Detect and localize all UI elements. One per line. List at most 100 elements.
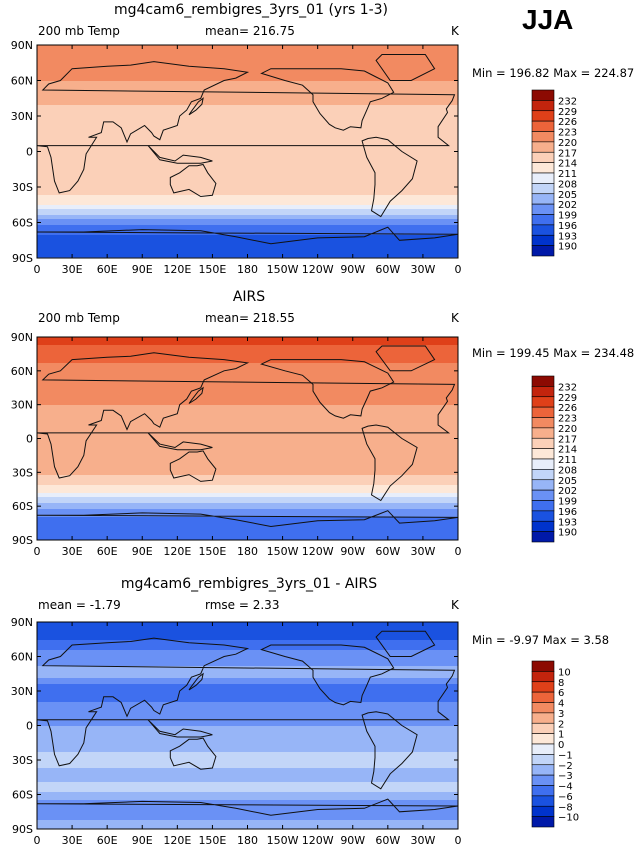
panel-3-mean: mean = -1.79 — [38, 598, 121, 612]
x-tick-label: 90W — [340, 834, 365, 847]
heat-band — [37, 207, 458, 210]
heat-band — [37, 816, 458, 819]
heat-band — [37, 814, 458, 817]
heat-band — [37, 738, 458, 741]
heat-band — [37, 634, 458, 637]
heat-band — [37, 183, 458, 186]
heat-band — [37, 473, 458, 476]
heat-band — [37, 818, 458, 821]
heat-band — [37, 778, 458, 781]
heat-band — [37, 662, 458, 665]
coastline — [260, 68, 395, 131]
heat-band — [37, 445, 458, 448]
heat-band — [37, 151, 458, 154]
coastline — [37, 226, 458, 245]
heat-band — [37, 682, 458, 685]
colorbar-label: 6 — [558, 688, 564, 699]
colorbar-label: 199 — [558, 211, 577, 222]
heat-band — [37, 656, 458, 659]
heat-band — [37, 189, 458, 192]
heat-band — [37, 51, 458, 54]
heat-band — [37, 79, 458, 82]
heat-band — [37, 417, 458, 420]
heat-band — [37, 73, 458, 76]
heat-band — [37, 485, 458, 488]
colorbar-label: 214 — [558, 445, 577, 456]
heat-band — [37, 391, 458, 394]
heat-band — [37, 153, 458, 156]
colorbar-box — [531, 531, 555, 543]
heat-band — [37, 718, 458, 721]
heat-band — [37, 155, 458, 158]
heat-band — [37, 531, 458, 534]
heat-band — [37, 678, 458, 681]
coastline — [37, 352, 456, 479]
heat-band — [37, 179, 458, 182]
heat-band — [37, 235, 458, 238]
heat-band — [37, 762, 458, 765]
heat-band — [37, 780, 458, 783]
heat-band — [37, 441, 458, 444]
colorbar-box — [531, 805, 555, 817]
heat-band — [37, 477, 458, 480]
colorbar-box — [531, 234, 555, 246]
y-tick-label: 60N — [11, 651, 33, 664]
heat-band — [37, 111, 458, 114]
coastline — [361, 424, 418, 502]
colorbar-box — [531, 469, 555, 481]
heat-band — [37, 385, 458, 388]
colorbar-label: −2 — [558, 761, 573, 772]
coastline — [169, 450, 217, 482]
heat-band — [37, 89, 458, 92]
heat-band — [37, 748, 458, 751]
heat-band — [37, 497, 458, 500]
heat-band — [37, 527, 458, 530]
heat-band — [37, 431, 458, 434]
colorbar-label: 232 — [558, 96, 577, 107]
heat-band — [37, 143, 458, 146]
heat-band — [37, 237, 458, 240]
colorbar-label: 229 — [558, 107, 577, 118]
heat-band — [37, 105, 458, 108]
x-tick-label: 90E — [132, 834, 153, 847]
coastline — [361, 136, 418, 218]
colorbar-label: −4 — [558, 782, 573, 793]
y-tick-label: 30S — [12, 466, 33, 479]
panel-2-title: AIRS — [232, 289, 266, 305]
x-tick-label: 30E — [62, 834, 83, 847]
colorbar-label: 226 — [558, 403, 577, 414]
heat-band — [37, 425, 458, 428]
colorbar-box — [531, 458, 555, 470]
heat-band — [37, 231, 458, 234]
heat-band — [37, 95, 458, 98]
heat-band — [37, 201, 458, 204]
map-panel-1: 0 30E 60E 90E 120E 150E 180 150W 120W 90W 60W 30W 09… — [11, 39, 577, 276]
colorbar-box — [531, 754, 555, 766]
x-tick-label: 120E — [163, 263, 191, 276]
y-tick-label: 60S — [12, 500, 33, 513]
heat-band — [37, 415, 458, 418]
colorbar-box — [531, 203, 555, 215]
y-tick-label: 30N — [11, 685, 33, 698]
heat-band — [37, 341, 458, 344]
heat-band — [37, 343, 458, 346]
heat-band — [37, 676, 458, 679]
y-tick-label: 60N — [11, 365, 33, 378]
heatmap-field — [37, 45, 458, 258]
panel-1-mean: mean= 216.75 — [205, 24, 295, 38]
colorbar-label: 0 — [558, 740, 564, 751]
map-panel-2: 0 30E 60E 90E 120E 150E 180 150W 120W 90W 60W 30W 09… — [11, 331, 577, 558]
colorbar-box — [531, 89, 555, 101]
heat-band — [37, 806, 458, 809]
heat-band — [37, 820, 458, 823]
coastline — [260, 359, 395, 419]
heat-band — [37, 654, 458, 657]
heat-band — [37, 726, 458, 729]
heat-band — [37, 357, 458, 360]
colorbar-label: 214 — [558, 159, 577, 170]
y-tick-label: 90S — [12, 823, 33, 836]
heat-band — [37, 369, 458, 372]
heat-band — [37, 724, 458, 727]
heat-band — [37, 742, 458, 745]
heat-band — [37, 363, 458, 366]
